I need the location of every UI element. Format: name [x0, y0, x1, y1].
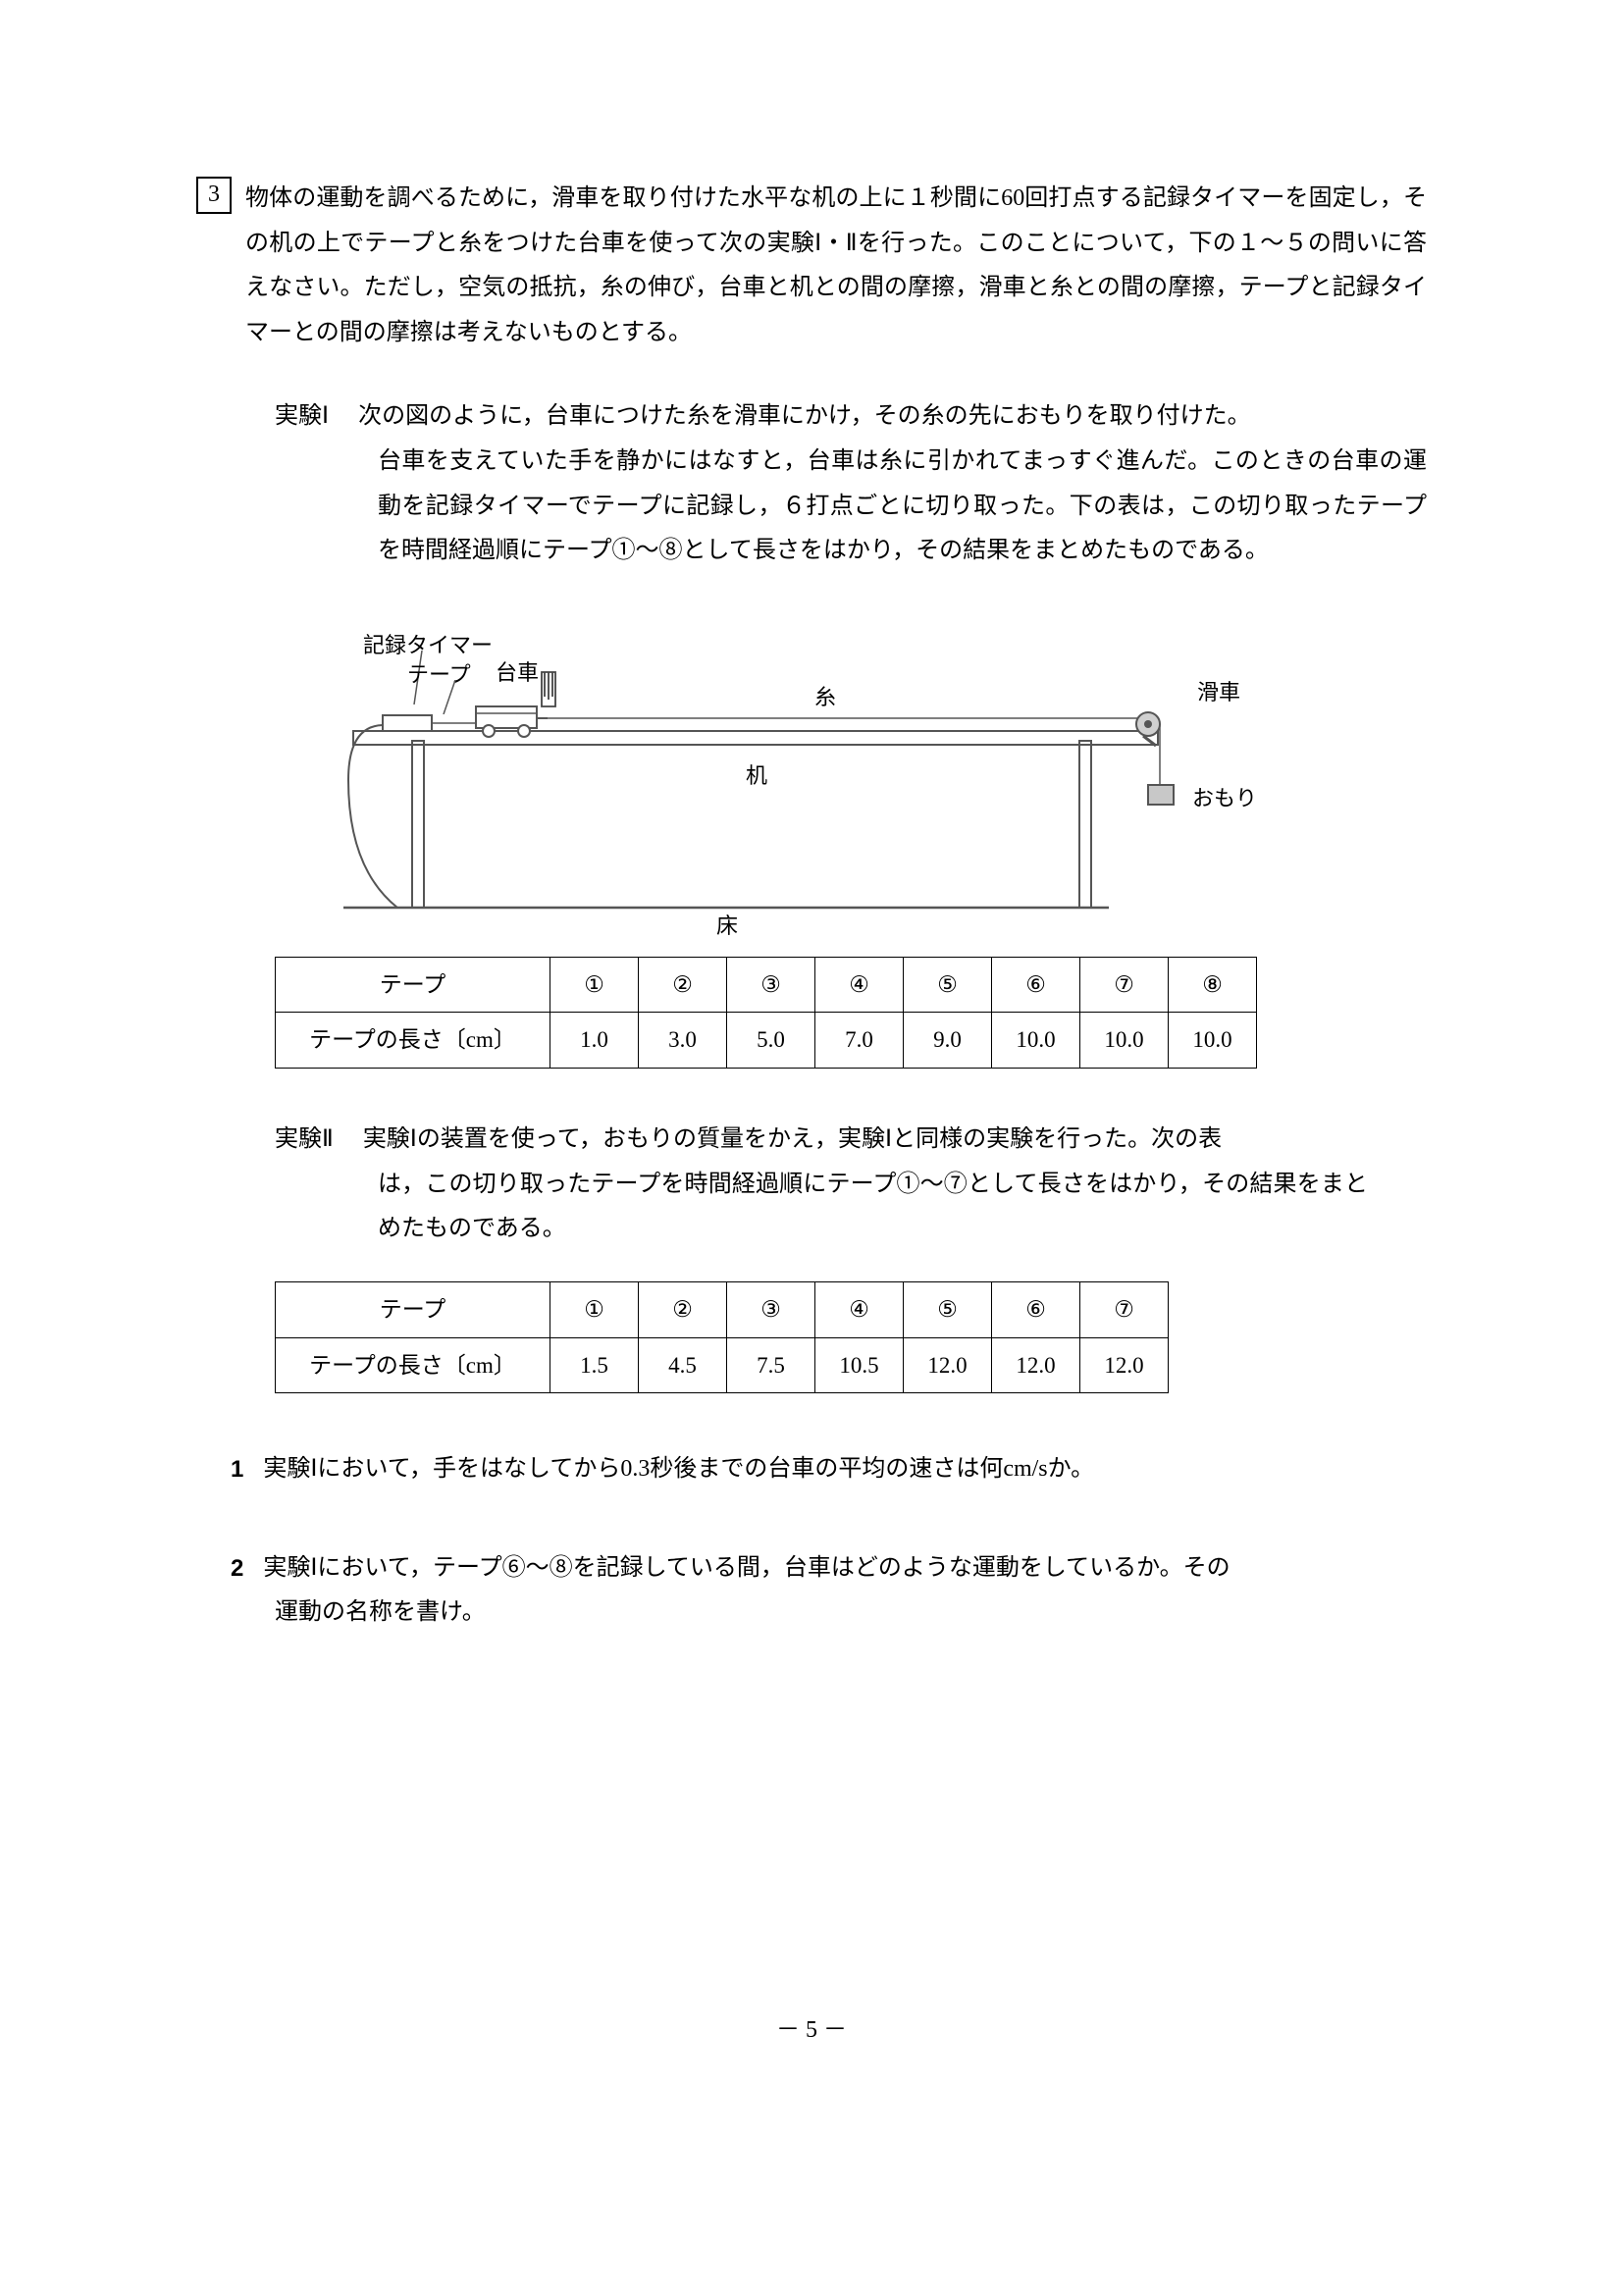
- figure-label-desk: 机: [746, 756, 767, 797]
- table-cell: 10.0: [992, 1013, 1080, 1069]
- table-cell: 12.0: [904, 1337, 992, 1393]
- experiment-2-text-rest: は，この切り取ったテープを時間経過順にテープ①～⑦として長さをはかり，その結果を…: [275, 1163, 1368, 1252]
- intro-paragraph: 物体の運動を調べるために，滑車を取り付けた水平な机の上に１秒間に60回打点する記…: [245, 177, 1427, 355]
- question-number: 1: [231, 1447, 243, 1492]
- table-cell: 1.5: [550, 1337, 639, 1393]
- table-header-label: テープ: [276, 1281, 550, 1337]
- experiment-1-text-rest: 台車を支えていた手を静かにはなすと，台車は糸に引かれてまっすぐ進んだ。このときの…: [275, 440, 1427, 574]
- table-row: テープ ① ② ③ ④ ⑤ ⑥ ⑦: [276, 1281, 1169, 1337]
- experiment-1-text: 次の図のように，台車につけた糸を滑車にかけ，その糸の先におもりを取り付けた。: [358, 394, 1251, 440]
- table-row: テープ ① ② ③ ④ ⑤ ⑥ ⑦ ⑧: [276, 957, 1257, 1013]
- question-text: 実験Ⅰにおいて，テープ⑥～⑧を記録している間，台車はどのような運動をしているか。…: [263, 1546, 1230, 1592]
- question-text-continued: 運動の名称を書け。: [231, 1591, 1427, 1636]
- table-row: テープの長さ〔cm〕 1.5 4.5 7.5 10.5 12.0 12.0 12…: [276, 1337, 1169, 1393]
- experiment-2-label: 実験Ⅱ: [275, 1118, 334, 1163]
- experiment-1: 実験Ⅰ 次の図のように，台車につけた糸を滑車にかけ，その糸の先におもりを取り付け…: [196, 394, 1427, 573]
- page-number: － 5 －: [196, 2009, 1427, 2054]
- table-experiment-2: テープ ① ② ③ ④ ⑤ ⑥ ⑦ テープの長さ〔cm〕 1.5 4.5 7.5…: [275, 1281, 1169, 1393]
- table-cell: 10.0: [1169, 1013, 1257, 1069]
- table-cell: 7.0: [815, 1013, 904, 1069]
- problem-number: 3: [208, 173, 220, 218]
- table-header-label: テープの長さ〔cm〕: [276, 1013, 550, 1069]
- table-row: テープの長さ〔cm〕 1.0 3.0 5.0 7.0 9.0 10.0 10.0…: [276, 1013, 1257, 1069]
- question-text: 実験Ⅰにおいて，手をはなしてから0.3秒後までの台車の平均の速さは何cm/sか。: [263, 1447, 1094, 1492]
- table-cell: ⑥: [992, 1281, 1080, 1337]
- table-cell: 7.5: [727, 1337, 815, 1393]
- figure-label-cart: 台車: [496, 652, 539, 694]
- table-cell: ①: [550, 1281, 639, 1337]
- table-cell: ⑤: [904, 1281, 992, 1337]
- experiment-2-text: 実験Ⅰの装置を使って，おもりの質量をかえ，実験Ⅰと同様の実験を行った。次の表: [363, 1118, 1222, 1163]
- pointer-line-icon: [442, 680, 461, 714]
- table-header-label: テープ: [276, 957, 550, 1013]
- table-cell: 4.5: [639, 1337, 727, 1393]
- figure-label-weight: おもり: [1192, 778, 1257, 819]
- table-cell: ②: [639, 957, 727, 1013]
- table-cell: ⑦: [1080, 1281, 1169, 1337]
- question-1: 1 実験Ⅰにおいて，手をはなしてから0.3秒後までの台車の平均の速さは何cm/s…: [196, 1447, 1427, 1492]
- table-header-label: テープの長さ〔cm〕: [276, 1337, 550, 1393]
- table-cell: ③: [727, 1281, 815, 1337]
- table-cell: ⑤: [904, 957, 992, 1013]
- table-cell: 10.5: [815, 1337, 904, 1393]
- figure-label-floor: 床: [716, 906, 738, 947]
- table-experiment-1: テープ ① ② ③ ④ ⑤ ⑥ ⑦ ⑧ テープの長さ〔cm〕 1.0 3.0 5…: [275, 957, 1257, 1069]
- table-cell: ①: [550, 957, 639, 1013]
- table-cell: ⑥: [992, 957, 1080, 1013]
- experiment-2: 実験Ⅱ 実験Ⅰの装置を使って，おもりの質量をかえ，実験Ⅰと同様の実験を行った。次…: [196, 1118, 1427, 1252]
- table-cell: 12.0: [1080, 1337, 1169, 1393]
- question-2: 2 実験Ⅰにおいて，テープ⑥～⑧を記録している間，台車はどのような運動をしている…: [196, 1546, 1427, 1636]
- table-cell: 1.0: [550, 1013, 639, 1069]
- table-cell: 3.0: [639, 1013, 727, 1069]
- figure-label-pulley: 滑車: [1197, 672, 1240, 713]
- table-cell: ④: [815, 957, 904, 1013]
- experiment-figure: 記録タイマー テープ 台車 糸 滑車 机 おもり 床: [294, 613, 1276, 927]
- problem-header: 3 物体の運動を調べるために，滑車を取り付けた水平な机の上に１秒間に60回打点す…: [196, 177, 1427, 355]
- table-cell: ③: [727, 957, 815, 1013]
- figure-label-thread: 糸: [814, 677, 836, 718]
- table-cell: 12.0: [992, 1337, 1080, 1393]
- table-cell: ④: [815, 1281, 904, 1337]
- table-cell: 10.0: [1080, 1013, 1169, 1069]
- table-cell: 5.0: [727, 1013, 815, 1069]
- experiment-1-label: 実験Ⅰ: [275, 394, 329, 440]
- table-cell: ⑧: [1169, 957, 1257, 1013]
- table-cell: ⑦: [1080, 957, 1169, 1013]
- table-cell: 9.0: [904, 1013, 992, 1069]
- table-cell: ②: [639, 1281, 727, 1337]
- problem-number-box: 3: [196, 177, 232, 214]
- question-number: 2: [231, 1546, 243, 1592]
